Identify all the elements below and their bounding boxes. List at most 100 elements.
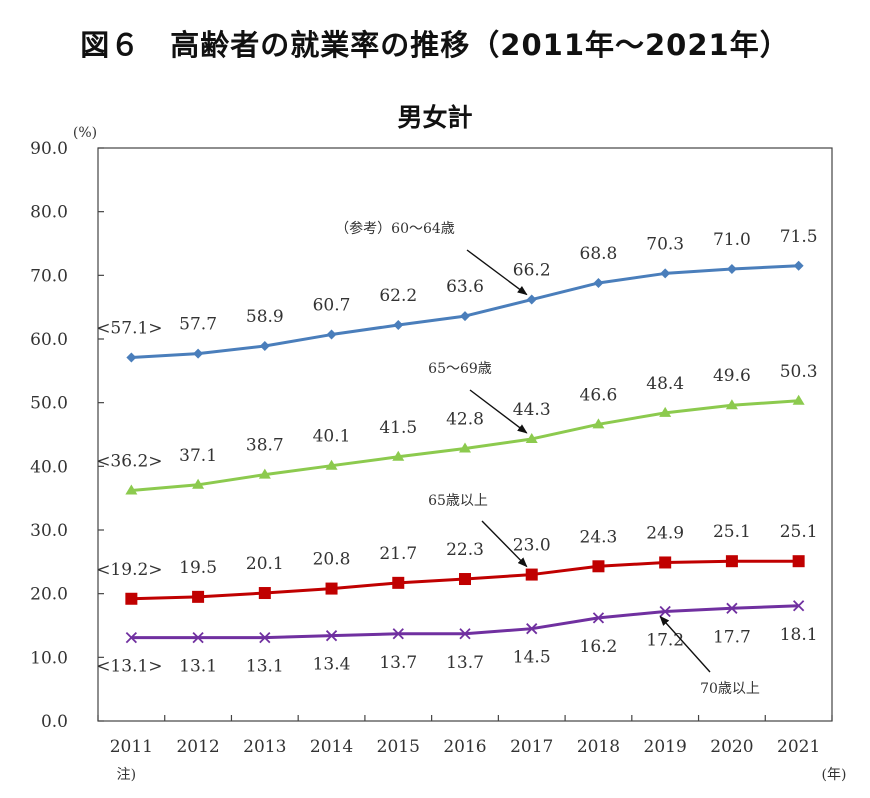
data-label: 37.1 bbox=[179, 446, 217, 466]
marker-diamond bbox=[726, 263, 737, 274]
marker-triangle bbox=[792, 394, 805, 405]
marker-square bbox=[125, 592, 138, 605]
data-label: 40.1 bbox=[313, 427, 351, 447]
marker-x-stroke bbox=[459, 628, 471, 640]
y-tick-label: 90.0 bbox=[30, 139, 68, 159]
data-label: 20.8 bbox=[313, 550, 351, 570]
y-tick-label: 40.0 bbox=[30, 457, 68, 477]
y-tick-label: 30.0 bbox=[30, 521, 68, 541]
marker-square bbox=[592, 560, 605, 573]
x-axis-unit: (年) bbox=[822, 767, 847, 783]
marker-x-stroke bbox=[726, 602, 738, 614]
marker-triangle bbox=[325, 459, 338, 470]
x-tick-label: 2013 bbox=[243, 737, 286, 757]
marker-diamond bbox=[193, 348, 204, 359]
axes: 0.0 10.0 20.0 30.0 40.0 50.0 60.0 70.0 80.0 90.0 (… bbox=[30, 125, 846, 783]
marker-x bbox=[792, 600, 805, 612]
x-tick-label: 2019 bbox=[644, 737, 687, 757]
x-tick-label: 2012 bbox=[176, 737, 219, 757]
y-tick-label: 70.0 bbox=[30, 266, 68, 286]
series-annotation-label: 65～69歳 bbox=[428, 361, 492, 377]
data-label: 25.1 bbox=[780, 522, 818, 542]
data-label: 13.7 bbox=[446, 653, 484, 673]
data-label: 50.3 bbox=[780, 362, 818, 382]
marker-triangle bbox=[525, 432, 538, 443]
data-label: 24.3 bbox=[580, 527, 618, 547]
data-label: 14.5 bbox=[513, 648, 551, 668]
data-label: 21.7 bbox=[379, 544, 417, 564]
y-tick-label: 20.0 bbox=[30, 585, 68, 605]
data-label: 22.3 bbox=[446, 540, 484, 560]
annotation-arrow bbox=[466, 249, 528, 296]
marker-triangle bbox=[258, 468, 271, 479]
marker-triangle bbox=[125, 484, 138, 495]
marker-x bbox=[659, 605, 671, 618]
marker-square bbox=[659, 556, 672, 569]
marker-x-stroke bbox=[792, 600, 805, 612]
marker-x bbox=[592, 612, 605, 624]
data-label: 17.2 bbox=[646, 630, 684, 650]
marker-triangle bbox=[392, 450, 405, 461]
annotations: （参考）60～64歳 65～69歳 65歳以上 70歳以上 bbox=[335, 220, 760, 697]
y-tick-label: 80.0 bbox=[30, 203, 68, 223]
data-label: 19.5 bbox=[179, 558, 217, 578]
x-tick-label: 2020 bbox=[710, 737, 753, 757]
data-label: 18.1 bbox=[780, 625, 818, 645]
data-label: 58.9 bbox=[246, 307, 284, 327]
marker-x bbox=[325, 630, 338, 642]
data-label: 23.0 bbox=[513, 536, 551, 556]
marker-triangle bbox=[192, 478, 205, 489]
marker-x bbox=[392, 628, 404, 640]
annotation-arrow bbox=[469, 389, 528, 434]
marker-x-stroke bbox=[192, 631, 204, 644]
marker-triangle bbox=[659, 406, 672, 417]
marker-x bbox=[459, 628, 471, 640]
x-tick-label: 2017 bbox=[510, 737, 553, 757]
plot-frame bbox=[97, 147, 833, 722]
data-label: 71.0 bbox=[713, 230, 751, 250]
data-label: 13.1 bbox=[246, 657, 284, 677]
data-label: 42.8 bbox=[446, 410, 484, 430]
series-markers bbox=[125, 260, 805, 644]
data-label: 41.5 bbox=[379, 418, 417, 438]
marker-x-stroke bbox=[325, 630, 338, 642]
marker-x-stroke bbox=[125, 631, 138, 644]
y-tick-label: 60.0 bbox=[30, 330, 68, 350]
x-tick-label: 2016 bbox=[443, 737, 486, 757]
x-tick-label: 2021 bbox=[777, 737, 820, 757]
marker-diamond bbox=[593, 277, 604, 288]
data-label: 71.5 bbox=[780, 227, 818, 247]
marker-square bbox=[392, 576, 405, 589]
marker-diamond bbox=[259, 341, 270, 352]
data-label: 60.7 bbox=[313, 296, 351, 316]
data-label: <36.2> bbox=[96, 452, 162, 472]
marker-square bbox=[325, 582, 338, 595]
data-label: 68.8 bbox=[580, 244, 618, 264]
data-label: 17.7 bbox=[713, 627, 751, 647]
data-label: 70.3 bbox=[646, 234, 684, 254]
marker-diamond bbox=[793, 260, 804, 271]
marker-diamond bbox=[126, 352, 137, 363]
x-tick-label: 2018 bbox=[577, 737, 620, 757]
marker-diamond bbox=[526, 294, 537, 305]
marker-square bbox=[192, 590, 205, 603]
data-label: 13.7 bbox=[379, 653, 417, 673]
data-label: 62.2 bbox=[379, 286, 417, 306]
data-label: 20.1 bbox=[246, 554, 284, 574]
y-tick-label: 10.0 bbox=[30, 648, 68, 668]
series-annotation-label: （参考）60～64歳 bbox=[335, 220, 455, 237]
marker-square bbox=[792, 555, 805, 568]
marker-x-stroke bbox=[592, 612, 605, 624]
x-tick-label: 2015 bbox=[377, 737, 420, 757]
data-labels: <57.1> 57.7 58.9 60.7 62.2 63.6 66.2 68.8 70.3 71… bbox=[96, 227, 817, 677]
y-axis-unit: (%) bbox=[73, 125, 97, 141]
data-label: 66.2 bbox=[513, 261, 551, 281]
data-label: <57.1> bbox=[96, 318, 162, 338]
y-tick-label: 0.0 bbox=[41, 712, 68, 732]
data-label: 48.4 bbox=[646, 374, 684, 394]
data-label: 24.9 bbox=[646, 523, 684, 543]
x-note-label: 注) bbox=[117, 767, 136, 783]
series-annotation-label: 65歳以上 bbox=[428, 493, 488, 509]
data-label: 49.6 bbox=[713, 366, 751, 386]
